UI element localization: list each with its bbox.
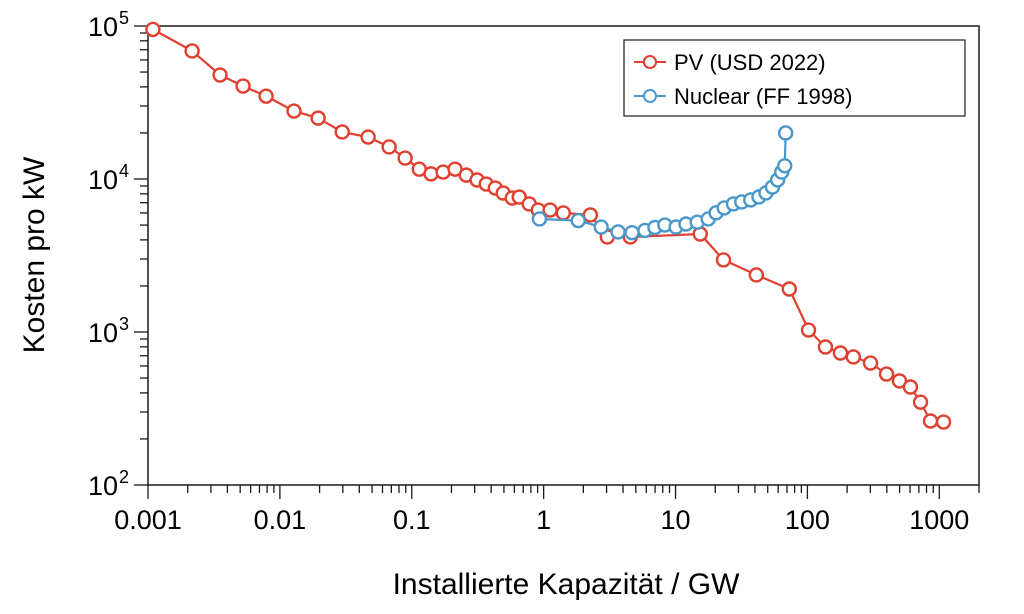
x-tick-label: 1 [536, 505, 551, 535]
data-point [610, 224, 626, 240]
data-point [593, 219, 609, 235]
data-point [902, 379, 919, 395]
data-point [777, 125, 794, 141]
x-tick-label: 0.001 [114, 505, 182, 535]
data-point [832, 345, 849, 361]
data-point [397, 150, 413, 166]
data-point [184, 43, 200, 59]
data-point [777, 158, 793, 174]
data-point [582, 207, 599, 223]
data-point [145, 21, 161, 38]
data-point [748, 267, 765, 283]
data-point [235, 78, 251, 94]
legend-marker-nuclear [643, 89, 657, 103]
data-point [922, 413, 939, 429]
x-tick-label: 10 [661, 505, 691, 535]
data-point [935, 414, 952, 430]
data-point [531, 211, 548, 227]
data-point [845, 349, 862, 365]
y-tick-label: 10 [88, 471, 118, 501]
data-point [862, 355, 879, 371]
y-tick-exponent: 4 [119, 161, 129, 181]
legend-item-pv: PV (USD 2022) [634, 50, 826, 75]
data-point [286, 103, 302, 119]
data-point [310, 110, 326, 126]
legend-box [623, 39, 966, 117]
legend-item-nuclear: Nuclear (FF 1998) [634, 84, 853, 109]
series-layer [145, 21, 952, 430]
data-point [570, 212, 586, 229]
data-point [360, 129, 376, 145]
data-point [381, 139, 397, 155]
x-axis: 0.001 0.01 0.1 1 10 100 1000 [114, 485, 980, 535]
data-point [715, 252, 732, 268]
y-tick-exponent: 3 [119, 314, 129, 334]
y-tick-exponent: 2 [119, 467, 129, 487]
data-point [878, 366, 895, 382]
series-pv [145, 21, 952, 430]
data-point [334, 124, 350, 140]
y-tick-label: 10 [88, 165, 118, 195]
data-point [212, 67, 228, 83]
data-point [555, 205, 572, 221]
data-point [817, 339, 834, 355]
data-point [258, 88, 274, 104]
legend-marker-pv [643, 55, 657, 69]
x-tick-label: 0.01 [254, 505, 307, 535]
y-tick-label: 10 [88, 12, 118, 42]
x-axis-title: Installierte Kapazität / GW [393, 568, 740, 601]
data-point [423, 166, 439, 182]
y-tick-label: 10 [88, 318, 118, 348]
legend: PV (USD 2022) Nuclear (FF 1998) [623, 39, 966, 117]
plot-frame [147, 25, 980, 486]
x-tick-label: 100 [785, 505, 830, 535]
data-point [800, 322, 817, 338]
x-tick-label: 1000 [909, 505, 969, 535]
y-tick-exponent: 5 [119, 8, 129, 28]
data-point [781, 281, 798, 297]
data-point [912, 394, 929, 410]
legend-label-pv: PV (USD 2022) [674, 50, 826, 75]
series-nuclear [531, 125, 794, 241]
y-axis-title: Kosten pro kW [18, 156, 51, 353]
x-tick-label: 0.1 [393, 505, 431, 535]
legend-label-nuclear: Nuclear (FF 1998) [674, 84, 853, 109]
data-point [624, 224, 640, 241]
